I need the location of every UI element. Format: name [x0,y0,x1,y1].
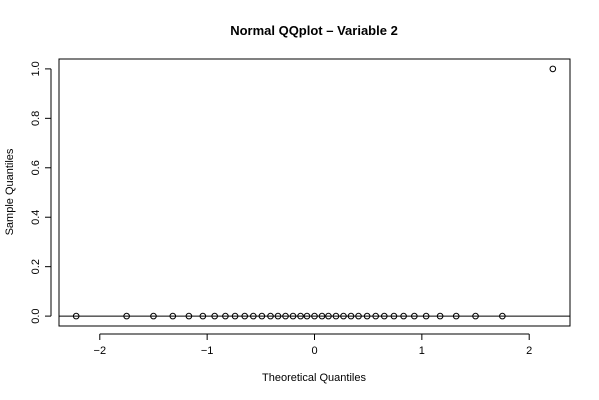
data-point [380,312,388,320]
x-axis-label: Theoretical Quantiles [262,372,366,384]
data-point [169,312,177,320]
data-point [472,312,479,320]
data-point [549,65,557,73]
data-point [340,312,347,320]
data-point [372,312,379,320]
data-point [199,312,207,320]
data-point [355,312,362,320]
data-point [499,312,506,320]
y-tick-label: 0.2 [30,259,42,274]
data-point [303,312,311,320]
data-point [267,312,274,320]
data-point [332,312,340,320]
data-point [318,312,326,320]
data-point [274,312,282,320]
data-points [72,65,557,320]
data-point [289,312,297,320]
y-tick-label: 0.6 [30,160,42,175]
data-point [325,312,332,320]
data-point [311,312,318,320]
y-tick-label: 0.0 [30,308,42,323]
y-tick-label: 1.0 [30,61,42,76]
data-point [411,312,418,320]
x-tick-label: 1 [419,345,425,357]
data-point [185,312,193,320]
x-tick-label: 0 [311,345,317,357]
data-point [258,312,266,320]
y-tick-label: 0.8 [30,111,42,126]
data-point [241,312,249,320]
x-tick-label: −2 [94,345,107,357]
x-tick-label: −1 [201,345,214,357]
x-axis: −2 −1 0 1 2 [94,333,532,357]
data-point [123,312,130,320]
data-point [390,312,398,320]
data-point [250,312,257,320]
y-tick-label: 0.4 [30,210,42,225]
data-point [400,312,407,320]
x-tick-label: 2 [526,345,532,357]
data-point [422,312,430,320]
data-point [297,312,304,320]
chart-title: Normal QQplot – Variable 2 [230,23,398,38]
data-point [222,312,229,320]
data-point [282,312,289,320]
data-point [231,312,239,320]
y-axis-label: Sample Quantiles [4,148,16,235]
y-axis: 0.0 0.2 0.4 0.6 0.8 1.0 [30,61,52,324]
plot-frame [58,58,571,327]
data-point [72,312,80,320]
data-point [347,312,355,320]
data-point [211,312,218,320]
data-point [150,312,157,320]
data-point [436,312,444,320]
data-point [452,312,460,320]
data-point [363,312,371,320]
